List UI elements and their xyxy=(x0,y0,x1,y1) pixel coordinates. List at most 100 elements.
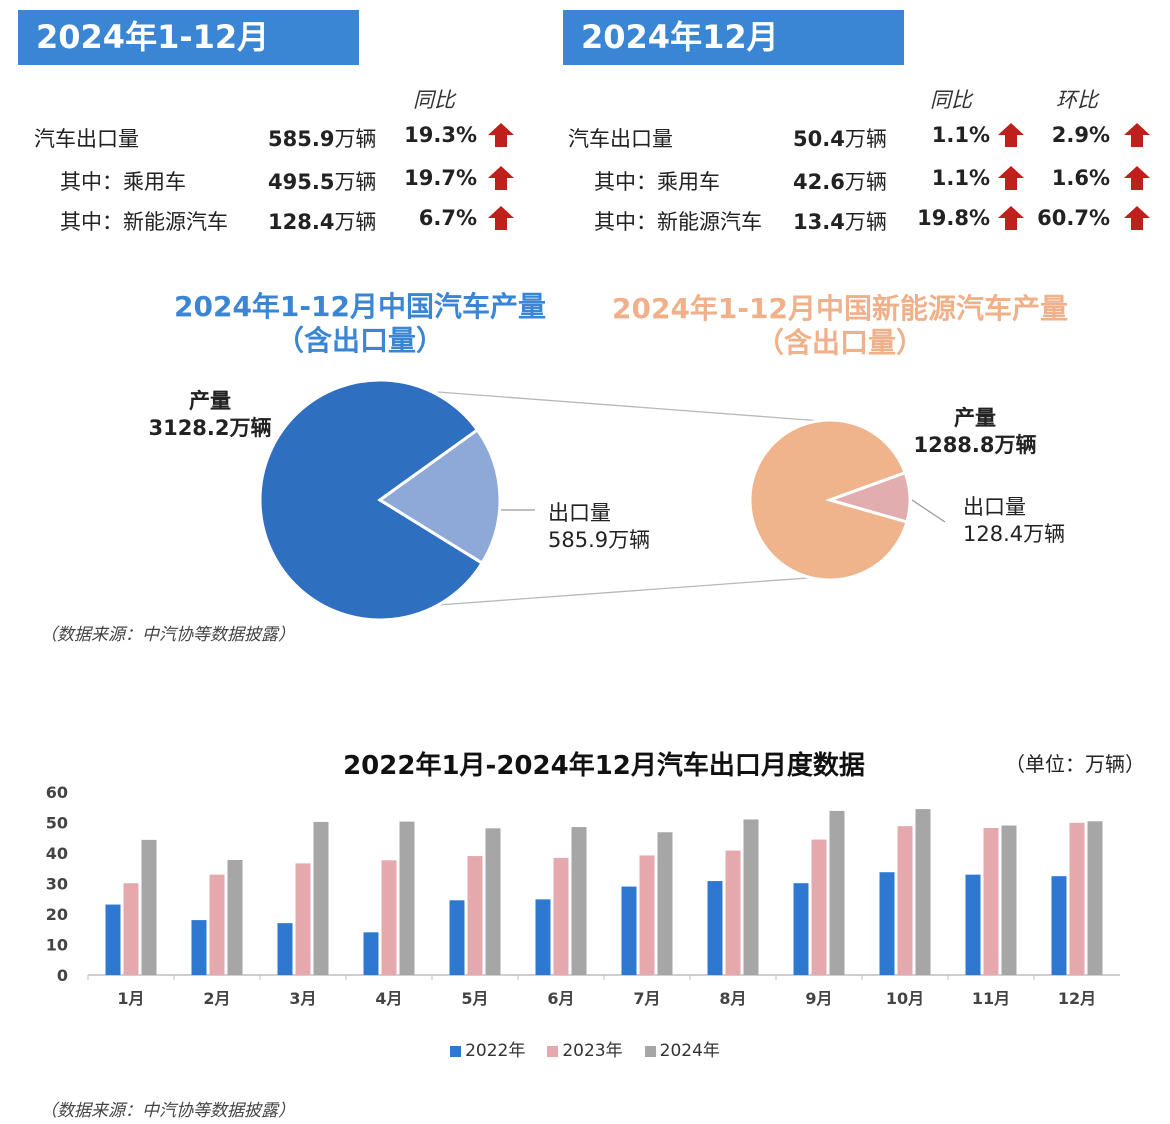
x-tick-label: 6月 xyxy=(547,989,574,1008)
bar-2024年-7月 xyxy=(657,832,673,975)
bar-chart-title: 2022年1月-2024年12月汽车出口月度数据 xyxy=(343,751,865,781)
pie-right-main-value: 1288.8万辆 xyxy=(913,433,1037,457)
panel-right-yoy-head: 同比 xyxy=(930,88,972,112)
x-tick-label: 9月 xyxy=(805,989,832,1008)
pie-left-title: 2024年1-12月中国汽车产量 （含出口量） xyxy=(150,290,570,358)
up-arrow-icon xyxy=(998,123,1024,147)
bar-2023年-2月 xyxy=(209,874,225,975)
pie-right-main-name: 产量 xyxy=(954,406,996,430)
legend-item-2023: 2023年 xyxy=(547,1036,623,1061)
right-row3-mom: 60.7% xyxy=(1037,206,1110,230)
bar-chart: 0 10 20 30 40 50 60 1月 2月 3月 4月 5月 6月 7月 8月 9月 10月 11月 12月 xyxy=(46,783,1120,1008)
bar-2023年-12月 xyxy=(1069,822,1085,975)
up-arrow-icon xyxy=(1124,166,1150,190)
bar-2023年-7月 xyxy=(639,855,655,975)
source-note-bottom: （数据来源：中汽协等数据披露） xyxy=(40,1101,295,1121)
right-row3-value: 13.4万辆 xyxy=(793,210,887,234)
left-row1-yoy: 19.3% xyxy=(404,123,477,147)
x-tick-label: 11月 xyxy=(972,989,1010,1008)
bar-2023年-8月 xyxy=(725,850,741,975)
right-row2-yoy: 1.1% xyxy=(931,166,990,190)
y-tick-label: 20 xyxy=(46,905,68,924)
bar-2023年-10月 xyxy=(897,826,913,975)
bar-2024年-2月 xyxy=(227,860,243,975)
bar-2024年-8月 xyxy=(743,819,759,975)
bar-2022年-9月 xyxy=(793,883,809,975)
y-tick-label: 10 xyxy=(46,936,68,955)
left-row2-yoy: 19.7% xyxy=(404,166,477,190)
bar-2024年-4月 xyxy=(399,821,415,975)
bar-2022年-6月 xyxy=(535,899,551,975)
pie-left-slice-label: 出口量 585.9万辆 xyxy=(548,500,650,554)
pie-right-slice-label: 出口量 128.4万辆 xyxy=(963,494,1065,548)
bar-2023年-6月 xyxy=(553,857,569,975)
legend-swatch-2023 xyxy=(547,1045,559,1057)
left-row3-value: 128.4万辆 xyxy=(268,210,377,234)
x-tick-label: 2月 xyxy=(203,989,230,1008)
left-row3-label: 其中：新能源汽车 xyxy=(60,210,228,234)
up-arrow-icon xyxy=(1124,206,1150,230)
pie-right-main-label: 产量 1288.8万辆 xyxy=(905,405,1045,459)
y-tick-label: 50 xyxy=(46,814,68,833)
unit-note: （单位：万辆） xyxy=(1005,752,1145,776)
up-arrow-icon xyxy=(998,206,1024,230)
bar-2022年-12月 xyxy=(1051,876,1067,975)
left-row1-label: 汽车出口量 xyxy=(34,127,139,151)
bar-2022年-10月 xyxy=(879,872,895,975)
y-tick-label: 40 xyxy=(46,844,68,863)
bar-2022年-2月 xyxy=(191,920,207,975)
pie-charts xyxy=(258,378,946,622)
bar-2023年-4月 xyxy=(381,860,397,975)
up-arrow-icon xyxy=(998,166,1024,190)
up-arrow-icon xyxy=(1124,123,1150,147)
pie-left-main-name: 产量 xyxy=(189,389,231,413)
right-row2-mom: 1.6% xyxy=(1051,166,1110,190)
bar-2024年-5月 xyxy=(485,828,501,975)
pie-right-slice-value: 128.4万辆 xyxy=(963,522,1066,546)
pie-left-main-label: 产量 3128.2万辆 xyxy=(140,388,280,442)
panel-left-yoy-head: 同比 xyxy=(413,88,455,112)
x-tick-label: 4月 xyxy=(375,989,402,1008)
panel-right-mom-head: 环比 xyxy=(1056,88,1098,112)
bar-2022年-8月 xyxy=(707,881,723,975)
legend-item-2022: 2022年 xyxy=(450,1036,525,1061)
bar-chart-legend: 2022年 2023年 2024年 xyxy=(0,1036,1170,1061)
up-arrow-icon xyxy=(488,123,514,147)
right-row3-yoy: 19.8% xyxy=(917,206,990,230)
bar-2023年-9月 xyxy=(811,839,827,975)
pie-left-main-value: 3128.2万辆 xyxy=(148,416,272,440)
bar-2024年-11月 xyxy=(1001,825,1017,975)
panel-left-header: 2024年1-12月 xyxy=(18,10,359,65)
y-tick-label: 60 xyxy=(46,783,68,802)
source-note-top: （数据来源：中汽协等数据披露） xyxy=(40,625,295,645)
pie-right-title-line2: （含出口量） xyxy=(755,326,924,359)
up-arrow-icon xyxy=(488,166,514,190)
pie-left-title-line1: 2024年1-12月中国汽车产量 xyxy=(174,290,546,323)
pie-right-title-line1: 2024年1-12月中国新能源汽车产量 xyxy=(612,292,1068,325)
legend-item-2024: 2024年 xyxy=(644,1036,720,1061)
pie-left-main-slice xyxy=(258,378,485,622)
legend-swatch-2022 xyxy=(450,1045,462,1057)
pie-left xyxy=(258,378,502,622)
bar-2024年-6月 xyxy=(571,827,587,975)
pie-left-slice-name: 出口量 xyxy=(548,501,611,525)
left-row2-label: 其中：乘用车 xyxy=(60,170,186,194)
bar-2023年-1月 xyxy=(123,883,139,975)
up-arrow-icon xyxy=(488,206,514,230)
pie-left-title-line2: （含出口量） xyxy=(275,324,444,357)
left-row3-yoy: 6.7% xyxy=(418,206,477,230)
connector-line-bottom xyxy=(437,575,836,606)
bar-2024年-9月 xyxy=(829,810,845,975)
bar-2023年-5月 xyxy=(467,856,483,975)
pie-right-title: 2024年1-12月中国新能源汽车产量 （含出口量） xyxy=(600,292,1080,360)
pie-right xyxy=(748,418,912,582)
y-tick-label: 0 xyxy=(57,966,68,985)
pie-left-slice-value: 585.9万辆 xyxy=(548,528,651,552)
pie-right-slice-name: 出口量 xyxy=(963,495,1026,519)
connector-line-top xyxy=(437,391,836,423)
bar-2022年-5月 xyxy=(449,900,465,975)
left-row2-value: 495.5万辆 xyxy=(268,170,377,194)
bar-2022年-1月 xyxy=(105,904,121,975)
x-tick-label: 8月 xyxy=(719,989,746,1008)
left-row1-value: 585.9万辆 xyxy=(268,127,377,151)
